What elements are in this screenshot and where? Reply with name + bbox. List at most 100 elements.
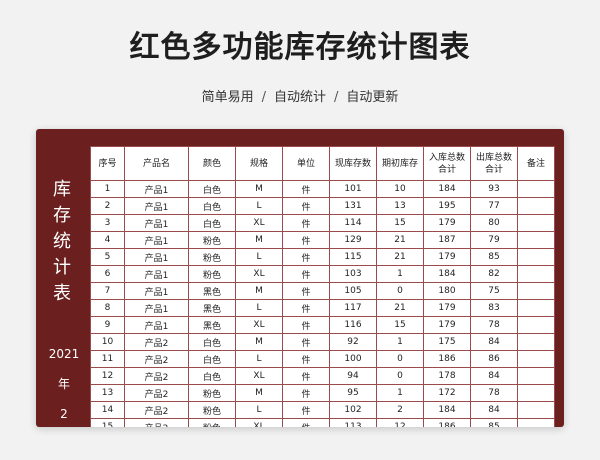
- table-cell[interactable]: [517, 367, 555, 385]
- table-cell[interactable]: 78: [470, 384, 518, 402]
- table-cell[interactable]: 1: [90, 180, 125, 198]
- table-cell[interactable]: 件: [282, 401, 330, 419]
- table-cell[interactable]: 9: [90, 316, 125, 334]
- table-cell[interactable]: 产品1: [124, 316, 189, 334]
- table-cell[interactable]: 131: [329, 197, 377, 215]
- table-cell[interactable]: 件: [282, 265, 330, 283]
- table-cell[interactable]: 115: [329, 248, 377, 266]
- table-cell[interactable]: 21: [376, 248, 424, 266]
- table-cell[interactable]: 黑色: [188, 316, 236, 334]
- table-cell[interactable]: 件: [282, 231, 330, 249]
- table-cell[interactable]: [517, 197, 555, 215]
- table-cell[interactable]: 92: [329, 333, 377, 351]
- table-cell[interactable]: 195: [423, 197, 471, 215]
- table-cell[interactable]: M: [235, 282, 283, 300]
- table-cell[interactable]: 83: [470, 299, 518, 317]
- table-cell[interactable]: L: [235, 299, 283, 317]
- table-cell[interactable]: 175: [423, 333, 471, 351]
- table-cell[interactable]: 116: [329, 316, 377, 334]
- table-cell[interactable]: 117: [329, 299, 377, 317]
- table-cell[interactable]: [517, 350, 555, 368]
- table-cell[interactable]: 白色: [188, 214, 236, 232]
- table-cell[interactable]: 179: [423, 299, 471, 317]
- table-cell[interactable]: 件: [282, 197, 330, 215]
- table-cell[interactable]: 白色: [188, 333, 236, 351]
- table-cell[interactable]: [517, 316, 555, 334]
- table-cell[interactable]: 产品2: [124, 333, 189, 351]
- table-cell[interactable]: 产品1: [124, 197, 189, 215]
- table-cell[interactable]: 12: [376, 418, 424, 427]
- table-cell[interactable]: 件: [282, 418, 330, 427]
- table-cell[interactable]: 179: [423, 316, 471, 334]
- table-cell[interactable]: 3: [90, 214, 125, 232]
- table-cell[interactable]: 产品2: [124, 401, 189, 419]
- table-cell[interactable]: 白色: [188, 197, 236, 215]
- table-cell[interactable]: 5: [90, 248, 125, 266]
- table-cell[interactable]: 95: [329, 384, 377, 402]
- table-cell[interactable]: 21: [376, 231, 424, 249]
- table-cell[interactable]: [517, 180, 555, 198]
- table-cell[interactable]: [517, 299, 555, 317]
- table-cell[interactable]: 产品2: [124, 367, 189, 385]
- table-cell[interactable]: M: [235, 180, 283, 198]
- table-cell[interactable]: 件: [282, 282, 330, 300]
- table-cell[interactable]: 186: [423, 418, 471, 427]
- table-cell[interactable]: 184: [423, 401, 471, 419]
- table-cell[interactable]: 94: [329, 367, 377, 385]
- table-cell[interactable]: 13: [376, 197, 424, 215]
- table-cell[interactable]: 粉色: [188, 248, 236, 266]
- table-cell[interactable]: 7: [90, 282, 125, 300]
- table-cell[interactable]: 0: [376, 350, 424, 368]
- table-cell[interactable]: 78: [470, 316, 518, 334]
- table-cell[interactable]: 2: [90, 197, 125, 215]
- table-cell[interactable]: 10: [90, 333, 125, 351]
- table-cell[interactable]: L: [235, 401, 283, 419]
- table-cell[interactable]: 15: [376, 316, 424, 334]
- table-cell[interactable]: 80: [470, 214, 518, 232]
- table-cell[interactable]: 件: [282, 384, 330, 402]
- table-cell[interactable]: 86: [470, 350, 518, 368]
- table-cell[interactable]: 件: [282, 214, 330, 232]
- table-cell[interactable]: 0: [376, 282, 424, 300]
- table-cell[interactable]: 172: [423, 384, 471, 402]
- table-cell[interactable]: XL: [235, 316, 283, 334]
- table-cell[interactable]: 6: [90, 265, 125, 283]
- table-cell[interactable]: 84: [470, 333, 518, 351]
- table-cell[interactable]: 103: [329, 265, 377, 283]
- table-cell[interactable]: XL: [235, 265, 283, 283]
- table-cell[interactable]: 84: [470, 401, 518, 419]
- table-cell[interactable]: 114: [329, 214, 377, 232]
- table-cell[interactable]: 179: [423, 248, 471, 266]
- table-cell[interactable]: 粉色: [188, 265, 236, 283]
- table-cell[interactable]: 11: [90, 350, 125, 368]
- table-cell[interactable]: 14: [90, 401, 125, 419]
- table-cell[interactable]: 件: [282, 367, 330, 385]
- table-cell[interactable]: 93: [470, 180, 518, 198]
- table-cell[interactable]: 产品1: [124, 231, 189, 249]
- table-cell[interactable]: XL: [235, 367, 283, 385]
- table-cell[interactable]: 白色: [188, 180, 236, 198]
- table-cell[interactable]: 15: [90, 418, 125, 427]
- table-cell[interactable]: [517, 333, 555, 351]
- table-cell[interactable]: [517, 282, 555, 300]
- table-cell[interactable]: 178: [423, 367, 471, 385]
- table-cell[interactable]: [517, 265, 555, 283]
- table-cell[interactable]: [517, 214, 555, 232]
- table-cell[interactable]: XL: [235, 214, 283, 232]
- table-cell[interactable]: 件: [282, 299, 330, 317]
- table-cell[interactable]: M: [235, 384, 283, 402]
- table-cell[interactable]: [517, 248, 555, 266]
- table-cell[interactable]: [517, 231, 555, 249]
- table-cell[interactable]: 187: [423, 231, 471, 249]
- table-cell[interactable]: [517, 418, 555, 427]
- table-cell[interactable]: 粉色: [188, 231, 236, 249]
- table-cell[interactable]: 1: [376, 384, 424, 402]
- table-cell[interactable]: 产品1: [124, 214, 189, 232]
- table-cell[interactable]: 件: [282, 333, 330, 351]
- table-cell[interactable]: 184: [423, 265, 471, 283]
- table-cell[interactable]: 产品1: [124, 180, 189, 198]
- table-cell[interactable]: 179: [423, 214, 471, 232]
- table-cell[interactable]: 105: [329, 282, 377, 300]
- table-cell[interactable]: M: [235, 333, 283, 351]
- table-cell[interactable]: 产品1: [124, 248, 189, 266]
